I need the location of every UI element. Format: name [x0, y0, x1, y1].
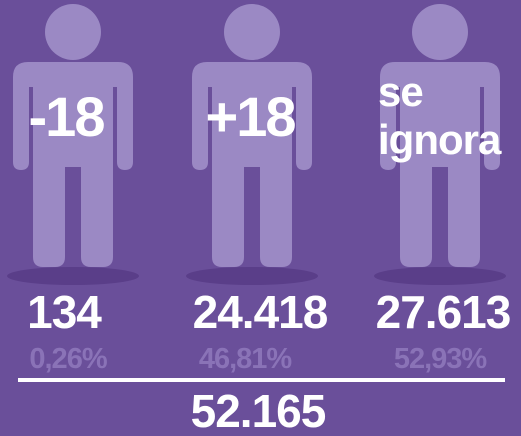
- group-percent: 0,26%: [29, 343, 107, 375]
- group-label: ignora: [378, 116, 502, 163]
- group-count: 24.418: [193, 286, 328, 338]
- group-percent: 52,93%: [394, 343, 488, 375]
- group-label: se: [378, 68, 423, 115]
- group-label: +18: [206, 85, 296, 148]
- shadow: [7, 267, 139, 285]
- divider: [18, 378, 505, 382]
- group-label: -18: [29, 85, 105, 148]
- group-percent: 46,81%: [199, 343, 293, 375]
- shadow: [186, 267, 318, 285]
- shadow: [374, 267, 506, 285]
- group-count: 27.613: [376, 286, 511, 338]
- total: 52.165: [191, 385, 326, 436]
- group-count: 134: [27, 286, 102, 338]
